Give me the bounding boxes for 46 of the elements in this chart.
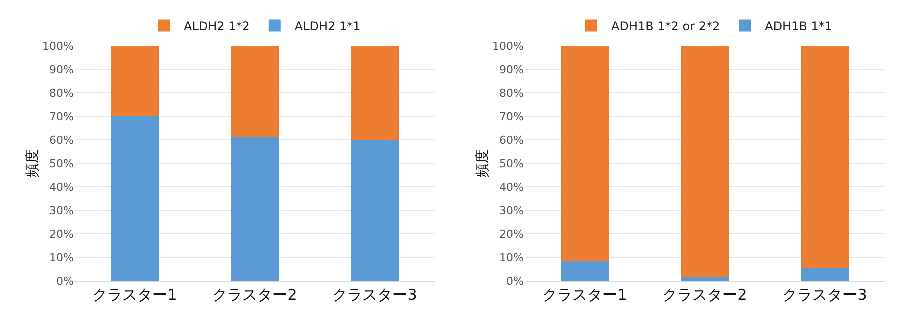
bar [231,138,279,281]
x-tick-label: クラスター1 [92,286,178,304]
y-tick-label: 100% [42,40,74,53]
y-tick-label: 20% [50,228,74,241]
bar [561,46,609,262]
y-tick-label: 70% [50,110,74,124]
x-tick-label: クラスター1 [542,286,628,304]
y-tick-label: 50% [50,157,74,170]
legend-label: ALDH2 1*1 [294,19,361,34]
y-tick-label: 20% [500,228,524,241]
legend-label: ADH1B 1*2 or 2*2 [612,19,720,34]
y-tick-label: 30% [50,204,74,218]
y-tick-label: 80% [500,86,524,100]
bar [111,46,159,116]
bar [111,116,159,281]
legend-label: ALDH2 1*2 [184,19,250,34]
bar [801,268,849,281]
y-tick-label: 30% [500,204,524,218]
y-tick-label: 0% [56,274,74,288]
y-tick-label: 60% [500,134,524,147]
y-axis-title: 頻度 [25,150,41,178]
y-tick-label: 70% [500,110,524,124]
y-tick-label: 60% [50,134,74,147]
bar [801,46,849,268]
bar [231,46,279,138]
y-tick-label: 10% [500,251,524,264]
x-tick-label: クラスター3 [332,286,418,304]
bar [351,140,399,281]
x-tick-label: クラスター2 [662,286,748,304]
y-tick-label: 40% [500,180,524,194]
y-tick-label: 50% [500,157,524,170]
bar [561,261,609,281]
bar [351,46,399,140]
legend-label: ADH1B 1*1 [765,19,833,34]
x-tick-label: クラスター3 [782,286,868,304]
y-tick-label: 90% [500,63,524,76]
y-tick-label: 10% [50,251,74,264]
y-tick-label: 0% [506,274,524,288]
y-tick-label: 100% [492,40,524,53]
y-tick-label: 40% [50,180,74,194]
bar [681,276,729,281]
x-tick-label: クラスター2 [212,286,298,304]
bar [681,46,729,277]
y-tick-label: 80% [50,86,74,100]
y-tick-label: 90% [50,63,74,76]
y-axis-title: 頻度 [475,150,491,178]
